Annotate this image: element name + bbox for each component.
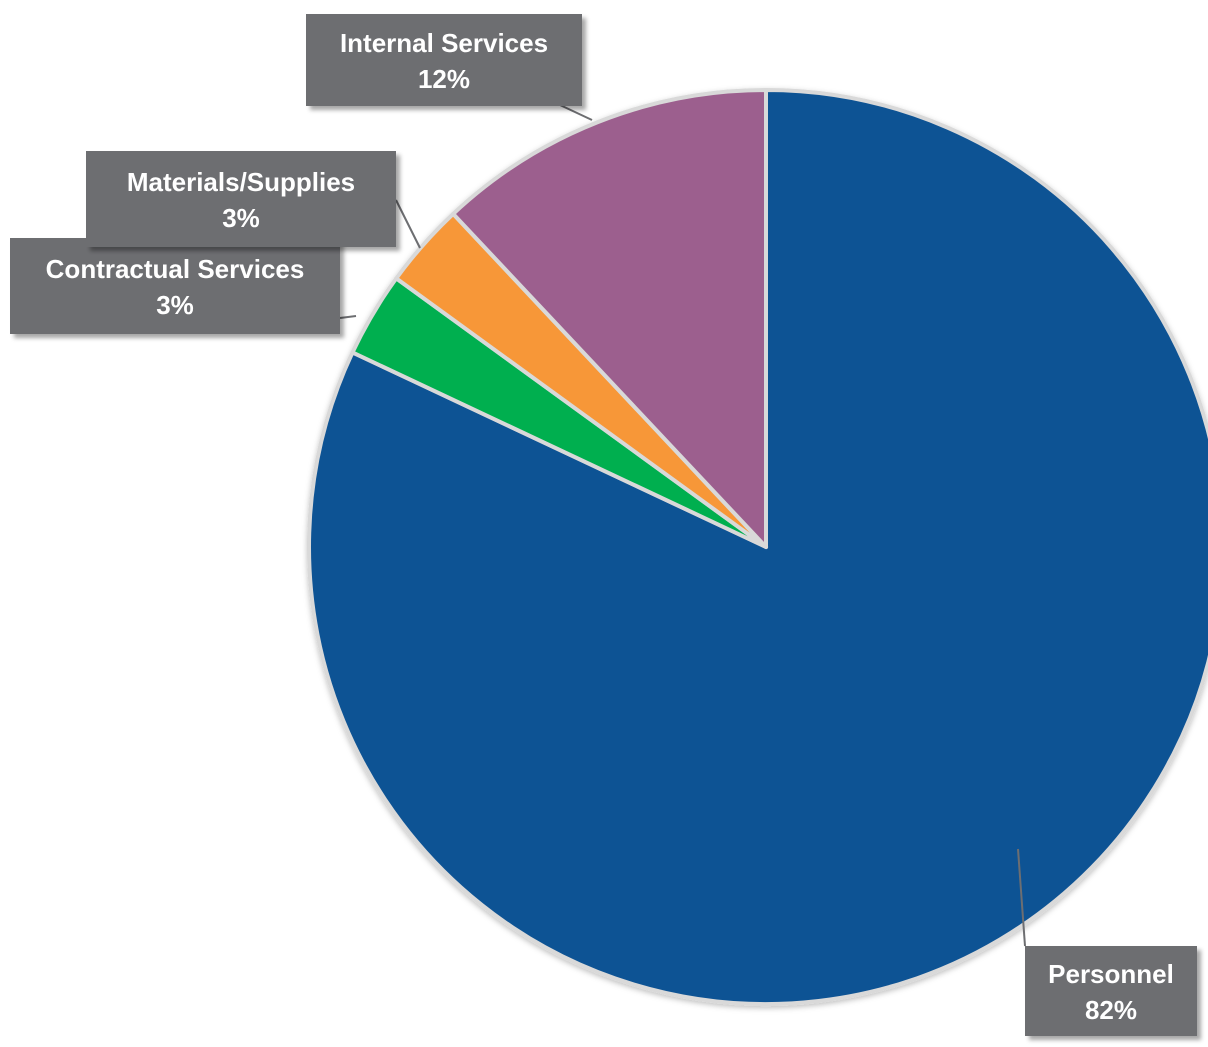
data-label-box-materials-supplies — [86, 151, 396, 247]
leader-line-internal-services — [559, 104, 593, 121]
data-label-percent-contractual-services: 3% — [156, 290, 194, 320]
data-label-box-personnel — [1025, 946, 1197, 1036]
data-label-category-personnel: Personnel — [1048, 959, 1174, 989]
data-label-materials-supplies: Materials/Supplies 3% — [86, 151, 396, 247]
leader-line-personnel — [1017, 848, 1026, 947]
data-label-box-internal-services — [306, 14, 582, 106]
data-label-category-contractual-services: Contractual Services — [46, 254, 305, 284]
leader-line-contractual-services — [339, 315, 357, 319]
data-label-category-internal-services: Internal Services — [340, 28, 548, 58]
data-label-percent-internal-services: 12% — [418, 64, 470, 94]
leader-lines — [339, 104, 1026, 947]
data-label-personnel: Personnel 82% — [1025, 946, 1197, 1036]
data-label-internal-services: Internal Services 12% — [306, 14, 582, 106]
leader-line-materials-supplies — [395, 199, 421, 249]
data-label-category-materials-supplies: Materials/Supplies — [127, 167, 355, 197]
data-label-box-contractual-services — [10, 238, 340, 334]
pie-slice-internal-services — [451, 88, 768, 549]
data-label-contractual-services: Contractual Services 3% — [10, 238, 340, 334]
data-label-percent-materials-supplies: 3% — [222, 203, 260, 233]
pie-slice-personnel — [307, 88, 1208, 1006]
pie-slices — [307, 88, 1208, 1006]
data-label-percent-personnel: 82% — [1085, 995, 1137, 1025]
